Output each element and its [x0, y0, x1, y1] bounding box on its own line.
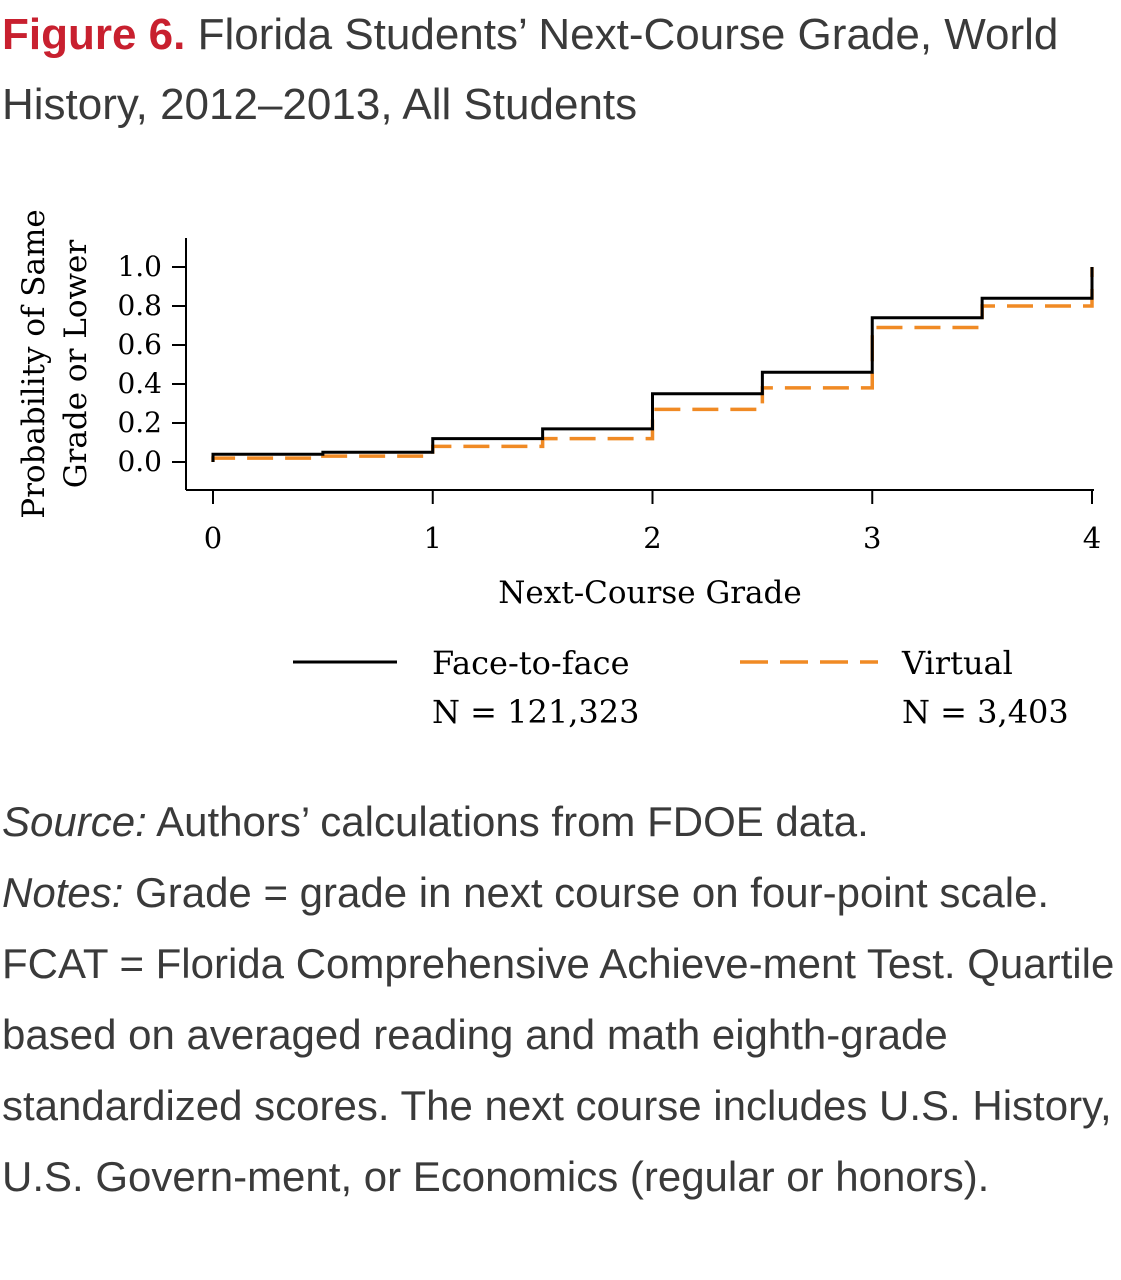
legend-count: N = 3,403 [902, 693, 1069, 731]
plot-lines [211, 267, 1094, 462]
figure-title-text: Florida Students’ Next-Course Grade, Wor… [2, 10, 1059, 129]
x-axis-title: Next-Course Grade [498, 575, 801, 611]
notes-label: Notes: [2, 869, 124, 916]
figure-title: Figure 6. Florida Students’ Next-Course … [2, 0, 1112, 140]
legend-label: Virtual [901, 644, 1013, 682]
notes-text: Grade = grade in next course on four-poi… [2, 869, 1115, 1200]
y-tick-label: 0.2 [117, 406, 162, 439]
y-axis-title-line: Probability of Same [16, 209, 52, 519]
y-tick-label: 0.6 [117, 328, 162, 361]
source-label: Source: [2, 798, 147, 845]
y-axis-title: Probability of Same Grade or Lower [16, 209, 94, 519]
legend-label: Face-to-face [432, 644, 630, 682]
source-text: Authors’ calculations from FDOE data. [146, 798, 869, 845]
y-axis-title-line: Grade or Lower [58, 240, 94, 489]
x-tick-label: 4 [1083, 521, 1101, 555]
y-tick-label: 0.0 [117, 445, 162, 478]
legend: Face-to-face N = 121,323 Virtual N = 3,403 [293, 644, 1069, 731]
x-tick-label: 0 [204, 521, 222, 555]
y-tick-label: 0.8 [117, 289, 162, 322]
axes [172, 238, 1094, 504]
y-tick-label: 1.0 [117, 250, 162, 283]
source-notes: Source: Authors’ calculations from FDOE … [2, 786, 1120, 1212]
axis-labels: 1.0 0.8 0.6 0.4 0.2 0.0 0 1 2 3 4 Next-Course Grade… [16, 209, 1101, 611]
y-tick-label: 0.4 [117, 367, 162, 400]
step-chart: 1.0 0.8 0.6 0.4 0.2 0.0 0 1 2 3 4 Next-Course Grade… [16, 209, 1101, 731]
legend-count: N = 121,323 [432, 693, 639, 731]
figure-label: Figure 6. [2, 10, 186, 59]
x-tick-label: 1 [424, 521, 442, 555]
x-tick-label: 2 [643, 521, 661, 555]
x-tick-label: 3 [863, 521, 881, 555]
series-line-face-to-face [211, 267, 1094, 462]
series-line-virtual [211, 267, 1094, 462]
